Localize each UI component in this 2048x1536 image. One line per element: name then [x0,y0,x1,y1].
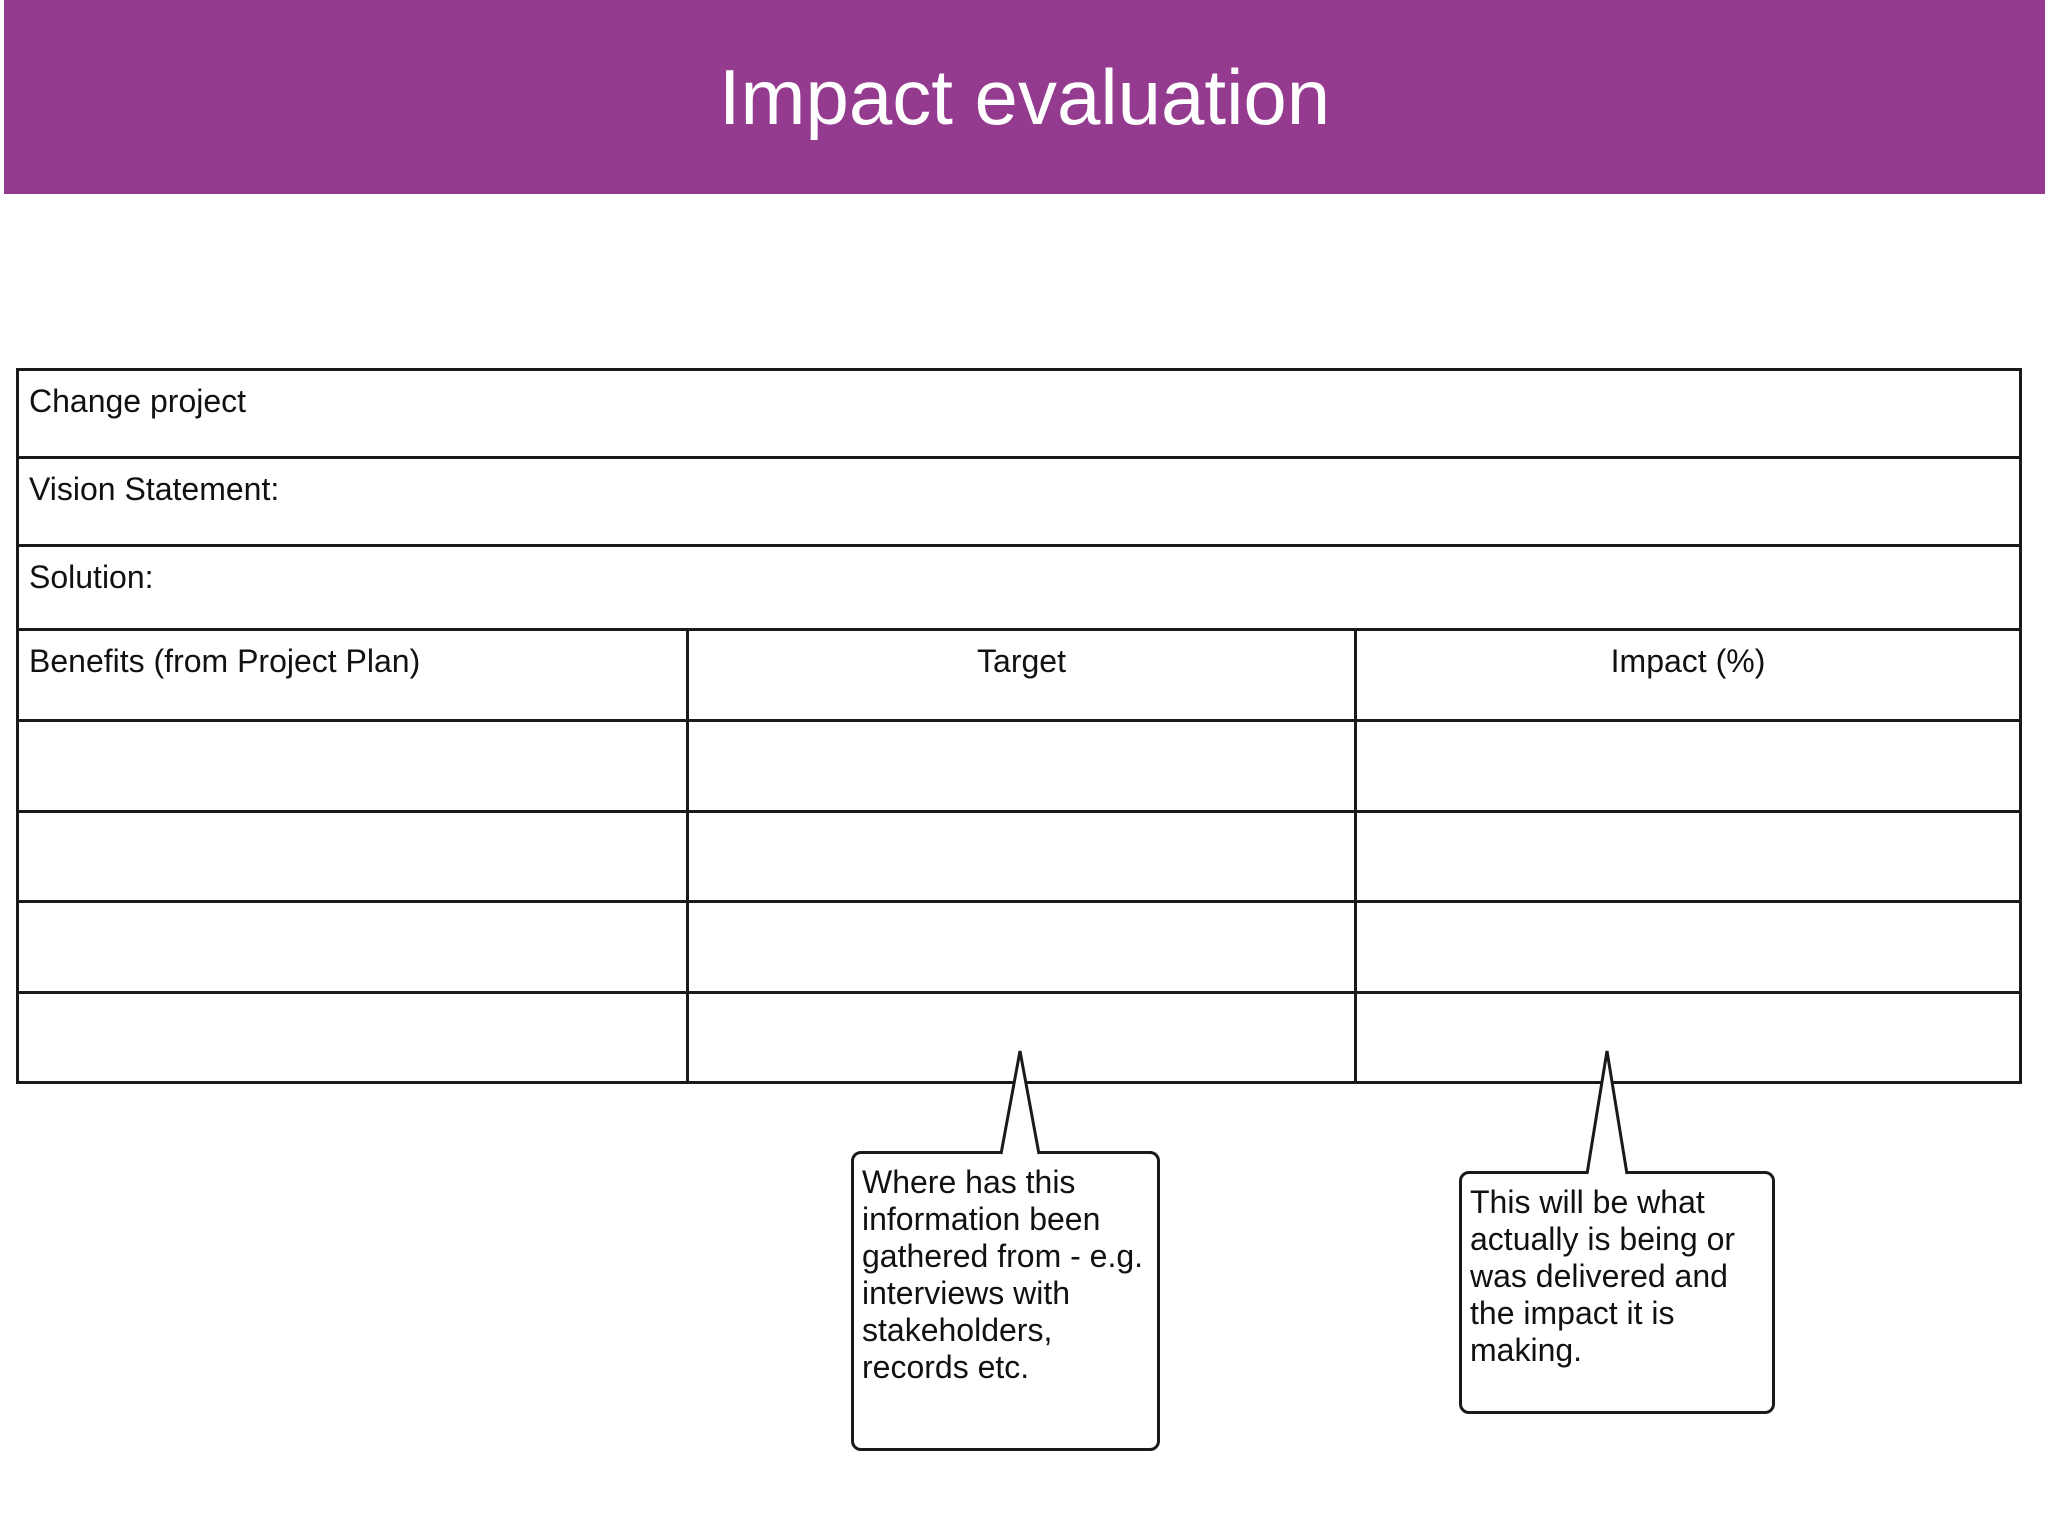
benefit-cell[interactable] [19,903,686,991]
change-project-row: Change project [19,371,2019,459]
benefit-cell[interactable] [19,994,686,1081]
target-column-header: Target [686,631,1354,719]
target-cell[interactable] [686,722,1354,810]
impact-callout-pointer [1585,1050,1629,1175]
vision-statement-label: Vision Statement: [29,471,280,507]
benefits-column-header: Benefits (from Project Plan) [29,643,421,679]
benefit-cell[interactable] [19,813,686,900]
table-row [19,722,2019,813]
impact-callout: This will be what actually is being or w… [1459,1171,1775,1414]
impact-evaluation-table: Change project Vision Statement: Solutio… [16,368,2022,1084]
target-callout-pointer [999,1050,1041,1155]
target-cell[interactable] [686,903,1354,991]
impact-cell[interactable] [1354,722,2019,810]
vision-statement-row: Vision Statement: [19,459,2019,547]
impact-cell[interactable] [1354,813,2019,900]
change-project-label: Change project [29,383,247,419]
impact-column-header: Impact (%) [1354,631,2019,719]
impact-cell[interactable] [1354,994,2019,1081]
target-cell[interactable] [686,813,1354,900]
solution-label: Solution: [29,559,154,595]
target-cell[interactable] [686,994,1354,1081]
table-row [19,903,2019,994]
target-callout-text: Where has this information been gathered… [862,1164,1144,1385]
title-banner: Impact evaluation [4,0,2045,194]
solution-row: Solution: [19,547,2019,631]
table-row [19,994,2019,1081]
target-callout: Where has this information been gathered… [851,1151,1160,1451]
impact-cell[interactable] [1354,903,2019,991]
page-title: Impact evaluation [718,53,1331,141]
table-row [19,813,2019,903]
benefit-cell[interactable] [19,722,686,810]
column-header-row: Benefits (from Project Plan) Target Impa… [19,631,2019,722]
impact-callout-text: This will be what actually is being or w… [1470,1184,1736,1368]
